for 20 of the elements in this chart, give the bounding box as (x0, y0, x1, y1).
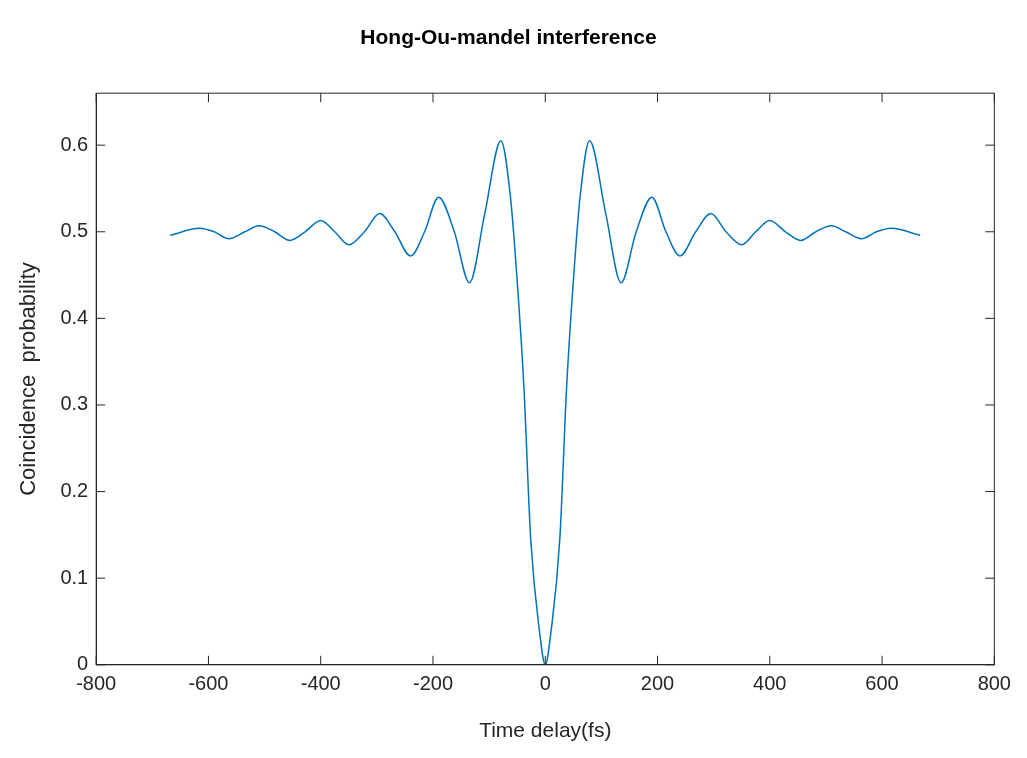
y-tick-label: 0.3 (60, 392, 89, 415)
chart-title: Hong-Ou-mandel interference (360, 25, 657, 49)
x-tick-label: -200 (412, 672, 454, 695)
y-tick-label: 0.5 (60, 219, 89, 242)
y-axis-title: Coincidence probability (15, 262, 41, 496)
x-tick-label: 0 (539, 672, 551, 695)
y-tick-label: 0.2 (60, 479, 89, 502)
line-series (169, 140, 921, 665)
y-tick-label: 0.4 (60, 305, 89, 328)
x-tick-label: -800 (76, 672, 117, 695)
x-axis-title: Time delay(fs) (479, 718, 612, 742)
y-tick-label: 0 (77, 652, 89, 675)
y-tick-label: 0.1 (60, 565, 89, 588)
x-tick-label: -600 (188, 672, 229, 695)
x-tick-label: 200 (640, 672, 675, 695)
x-tick-label: 400 (753, 672, 787, 695)
x-tick-label: 800 (977, 672, 1011, 695)
x-tick-label: 600 (865, 672, 899, 695)
x-tick-label: -400 (300, 672, 341, 695)
y-tick-label: 0.6 (60, 132, 89, 155)
